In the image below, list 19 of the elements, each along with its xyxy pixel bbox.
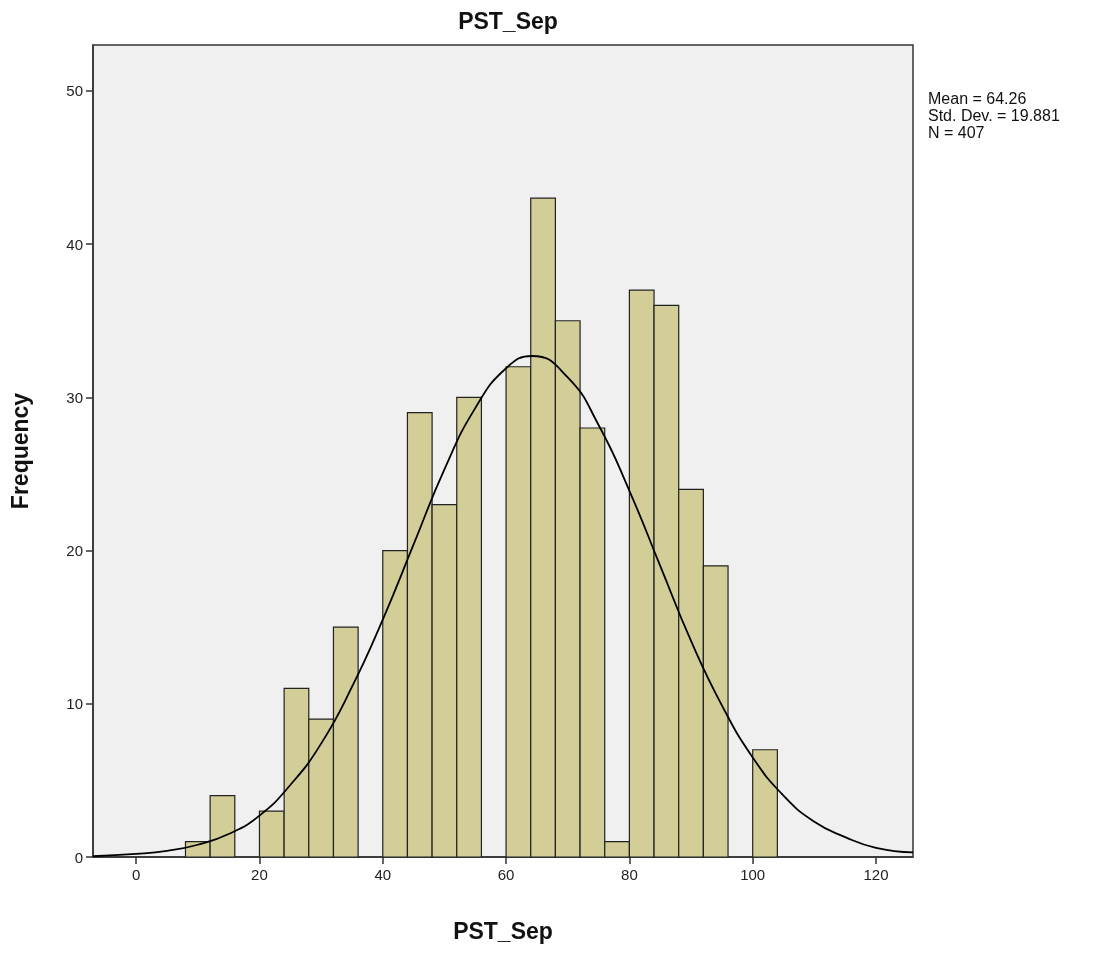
y-tick-label: 0	[74, 848, 83, 866]
y-tick-label: 40	[66, 235, 83, 253]
x-tick-label: 20	[251, 866, 268, 883]
x-tick-label: 100	[740, 866, 766, 883]
x-tick-label: 0	[131, 866, 141, 883]
text: Mean = 64.26	[928, 89, 1027, 107]
y-tick-label: 50	[66, 82, 83, 100]
x-tick-label: 120	[863, 866, 889, 883]
text: N = 407	[928, 123, 985, 141]
x-tick-label: 40	[374, 866, 392, 883]
y-tick-label: 20	[66, 542, 83, 560]
y-tick-label: 10	[66, 695, 83, 713]
text: Std. Dev. = 19.881	[928, 106, 1060, 124]
y-axis-title: Frequency	[6, 392, 33, 510]
chart-title: PST_Sep	[458, 7, 558, 34]
x-tick-label: 80	[621, 866, 638, 883]
x-axis-title: PST_Sep	[453, 917, 553, 944]
y-tick-label: 30	[66, 388, 83, 406]
x-tick-label: 60	[497, 866, 515, 883]
